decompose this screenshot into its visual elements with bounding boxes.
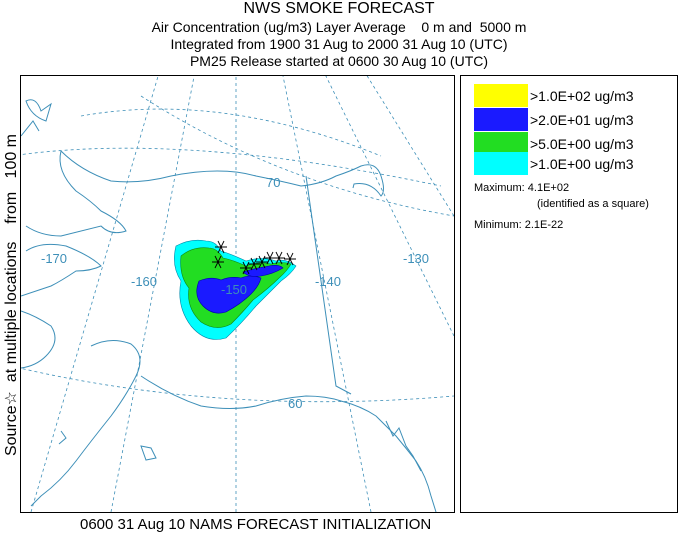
map-panel: -170 -160 -150 -140 -130 70 60 bbox=[20, 75, 455, 513]
concentration-20-contour bbox=[242, 265, 284, 277]
legend-swatch bbox=[474, 108, 528, 131]
lon-label-130: -130 bbox=[403, 251, 429, 266]
legend-swatch bbox=[474, 152, 528, 175]
meridian-line bbox=[366, 76, 454, 217]
maximum-note: (identified as a square) bbox=[537, 198, 649, 210]
legend-label: >1.0E+00 ug/m3 bbox=[530, 155, 634, 172]
source-star-icon bbox=[215, 240, 227, 254]
source-star-icon bbox=[212, 255, 224, 269]
legend-item: >1.0E+00 ug/m3 bbox=[474, 152, 634, 175]
north-coast bbox=[60, 150, 384, 197]
panhandle-coast bbox=[340, 400, 437, 512]
lon-label-160: -160 bbox=[131, 274, 157, 289]
legend-item: >1.0E+02 ug/m3 bbox=[474, 84, 634, 107]
source-star-icon bbox=[273, 251, 285, 265]
alaska-map: -170 -160 -150 -140 -130 70 60 bbox=[21, 76, 454, 512]
legend-swatch bbox=[474, 84, 528, 107]
source-side-label: Source☆ at multiple locations from 100 m bbox=[3, 133, 20, 457]
forecast-initialization: 0600 31 Aug 10 NAMS FORECAST INITIALIZAT… bbox=[80, 516, 432, 533]
lat-label-60: 60 bbox=[288, 396, 302, 411]
latitude-line bbox=[21, 367, 454, 403]
latitude-line bbox=[80, 108, 382, 157]
south-coast bbox=[140, 375, 342, 409]
legend-item: >5.0E+00 ug/m3 bbox=[474, 132, 634, 155]
smoke-plume bbox=[174, 239, 297, 340]
legend-panel: >1.0E+02 ug/m3 >2.0E+01 ug/m3 >5.0E+00 u… bbox=[460, 75, 678, 513]
map-title: NWS SMOKE FORECAST bbox=[243, 0, 435, 17]
island-outline bbox=[140, 445, 157, 461]
legend-swatch bbox=[474, 132, 528, 155]
lon-label-140: -140 bbox=[315, 274, 341, 289]
island-outline bbox=[25, 99, 52, 122]
west-coast bbox=[25, 150, 127, 237]
meridian-line bbox=[282, 76, 372, 512]
source-star-icon bbox=[248, 257, 260, 271]
coastline bbox=[21, 99, 437, 512]
legend-item: >2.0E+01 ug/m3 bbox=[474, 108, 634, 131]
legend-label: >2.0E+01 ug/m3 bbox=[530, 111, 634, 128]
legend-label: >5.0E+00 ug/m3 bbox=[530, 135, 634, 152]
panhandle-islands bbox=[385, 420, 422, 472]
source-markers bbox=[212, 240, 296, 275]
meridian-line bbox=[110, 76, 195, 512]
concentration-20-contour bbox=[196, 275, 262, 314]
source-side-label-container: Source☆ at multiple locations from 100 m bbox=[0, 72, 22, 518]
concentration-subtitle: Air Concentration (ug/m3) Layer Average … bbox=[151, 19, 527, 35]
source-star-icon bbox=[284, 252, 296, 266]
integration-period: Integrated from 1900 31 Aug to 2000 31 A… bbox=[170, 36, 508, 52]
southwest-coast bbox=[21, 310, 56, 369]
meridian-line bbox=[325, 76, 454, 337]
border-line bbox=[305, 175, 352, 395]
legend-label: >1.0E+02 ug/m3 bbox=[530, 87, 634, 104]
lat-label-70: 70 bbox=[266, 175, 280, 190]
peninsula bbox=[30, 340, 141, 507]
latitude-line bbox=[140, 95, 454, 217]
maximum-value: Maximum: 4.1E+02 bbox=[474, 182, 570, 194]
release-info: PM25 Release started at 0600 30 Aug 10 (… bbox=[189, 53, 489, 69]
west-coast bbox=[21, 243, 102, 297]
lon-label-170: -170 bbox=[41, 251, 67, 266]
coastline-segment bbox=[21, 120, 40, 137]
latitude-line bbox=[21, 147, 442, 187]
island-outline bbox=[58, 430, 67, 445]
minimum-value: Minimum: 2.1E-22 bbox=[474, 219, 564, 231]
lon-label-150: -150 bbox=[221, 282, 247, 297]
